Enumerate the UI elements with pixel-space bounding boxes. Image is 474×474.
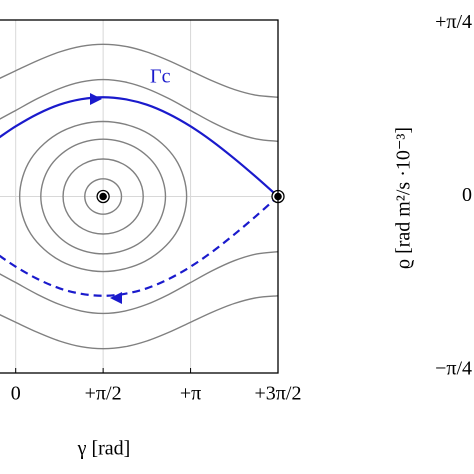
y-tick-label: −π/4 <box>435 357 472 379</box>
x-tick-label: +π/2 <box>85 383 122 405</box>
y-tick-label: +π/4 <box>435 11 472 33</box>
line <box>0 250 278 315</box>
point <box>99 192 107 201</box>
x-axis-label: γ [rad] <box>77 438 131 460</box>
line <box>0 78 278 143</box>
plot-frame <box>0 19 279 374</box>
line <box>0 195 278 297</box>
line <box>0 96 278 198</box>
y-tick-label: 0 <box>462 184 472 206</box>
annotation: Γc <box>150 66 171 88</box>
line <box>18 120 188 273</box>
y-axis-label: ϱ [rad m²/s ·10⁻³] <box>393 127 415 269</box>
line <box>62 158 144 235</box>
x-tick-label: +π <box>180 383 201 405</box>
line <box>84 178 123 215</box>
arrow-head <box>90 93 102 105</box>
line <box>0 43 278 98</box>
line <box>40 138 167 255</box>
line <box>0 295 278 350</box>
x-tick-label: 0 <box>11 383 21 405</box>
arrow-head <box>110 292 122 304</box>
x-tick-label: +3π/2 <box>255 383 302 405</box>
